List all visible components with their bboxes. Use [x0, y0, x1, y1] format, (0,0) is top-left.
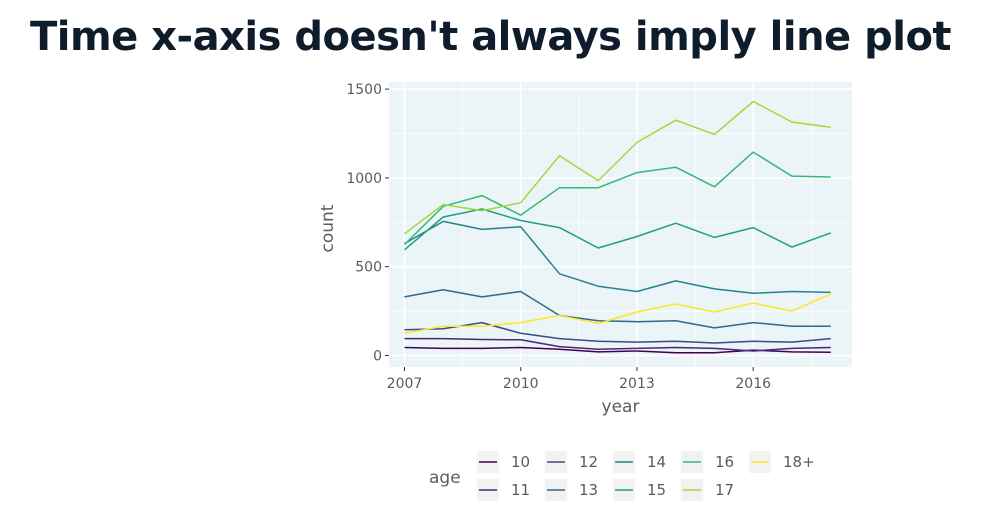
grid-minor	[389, 82, 852, 367]
series-line-12	[404, 321, 831, 344]
x-tick-label: 2007	[387, 376, 423, 392]
grid-major	[389, 82, 852, 367]
page-title: Time x-axis doesn't always imply line pl…	[30, 14, 952, 60]
y-axis-title: count	[318, 204, 338, 252]
y-tick-label: 1500	[346, 82, 382, 98]
y-tick-label: 500	[355, 260, 382, 276]
y-tick-label: 0	[373, 348, 382, 364]
series-line-14	[404, 220, 831, 295]
legend-label: 14	[647, 453, 666, 471]
legend-label: 12	[579, 453, 598, 471]
series-line-18+	[404, 293, 831, 335]
plot-panel	[389, 82, 852, 367]
legend-label: 10	[511, 453, 530, 471]
y-tick-label: 1000	[346, 171, 382, 187]
x-tick-label: 2013	[619, 376, 655, 392]
legend-title: age	[429, 468, 461, 488]
legend-label: 13	[579, 481, 598, 499]
legend-label: 11	[511, 481, 530, 499]
axes: 2007 2010 2013 2016 0 500 1000 1500	[346, 82, 771, 392]
series-line-17	[404, 100, 831, 235]
x-tick-label: 2010	[503, 376, 539, 392]
legend-label: 18+	[783, 453, 815, 471]
x-tick-label: 2016	[735, 376, 771, 392]
legend-label: 15	[647, 481, 666, 499]
legend-items: 10 11 12 13 14 15 16 17 18+	[477, 451, 815, 501]
legend: age 10 11 12 13 14 15 16 17 18+	[429, 451, 815, 501]
series-line-16	[403, 151, 831, 246]
legend-label: 17	[715, 481, 734, 499]
series-lines	[403, 100, 831, 354]
x-axis-title: year	[602, 397, 640, 417]
series-line-13	[404, 289, 831, 329]
series-line-11	[404, 337, 831, 352]
legend-label: 16	[715, 453, 734, 471]
